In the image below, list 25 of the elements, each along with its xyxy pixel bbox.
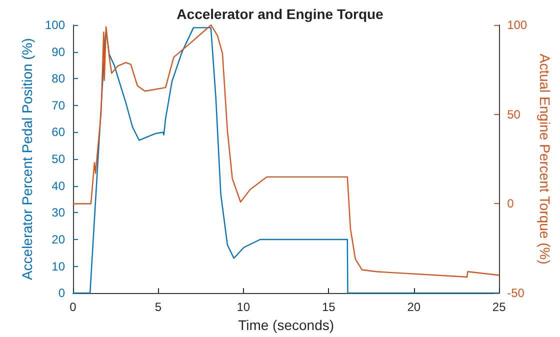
y-tick-label: 0	[58, 286, 66, 300]
y2-axis-title: Actual Engine Percent Torque (%)	[537, 54, 553, 264]
y-tick-label: 80	[52, 72, 66, 86]
y-tick-label: 20	[52, 232, 66, 246]
x-tick-label: 20	[407, 300, 421, 314]
y-tick-label: 60	[52, 125, 66, 140]
y-tick-label: 90	[52, 44, 66, 59]
y2-tick-label: -50	[507, 286, 525, 300]
x-tick-label: 10	[236, 300, 250, 314]
y-tick-label: 50	[52, 152, 66, 166]
y-tick-label: 30	[52, 206, 66, 220]
x-tick-label: 25	[492, 300, 506, 314]
y-axis-title: Accelerator Percent Pedal Position (%)	[19, 38, 36, 280]
x-tick-label: 15	[322, 300, 336, 314]
y2-tick-label: 100	[507, 18, 528, 32]
x-tick-label: 0	[70, 300, 77, 314]
y2-tick-label: 50	[507, 107, 521, 122]
chart-title: Accelerator and Engine Torque	[176, 6, 384, 22]
y-tick-label: 100	[44, 18, 66, 32]
y2-tick-label: 0	[507, 196, 514, 211]
y-tick-label: 40	[52, 178, 66, 193]
x-axis-title: Time (seconds)	[238, 317, 334, 333]
x-tick-label: 5	[154, 300, 162, 314]
y-tick-label: 10	[52, 259, 66, 274]
y-tick-label: 70	[52, 98, 66, 112]
